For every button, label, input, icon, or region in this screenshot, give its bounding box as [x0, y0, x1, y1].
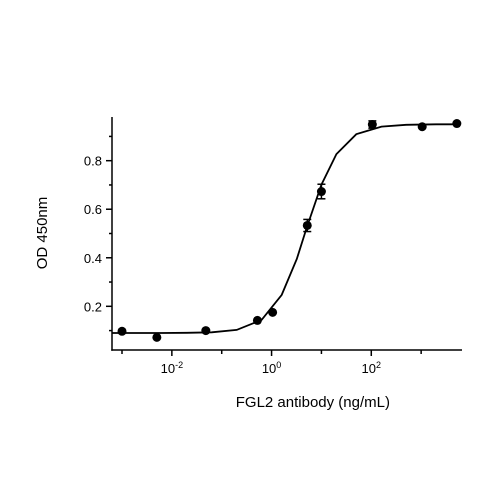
- x-axis-label: FGL2 antibody (ng/mL): [236, 394, 390, 411]
- x-tick-base: 10: [362, 361, 376, 376]
- data-point: [201, 326, 211, 336]
- x-tick-label: 102: [362, 360, 381, 376]
- y-tick-label: 0.8: [84, 154, 102, 169]
- y-tick-label: 0.4: [84, 251, 102, 266]
- fit-curve: [112, 123, 461, 334]
- data-point: [367, 120, 377, 130]
- x-tick-label: 100: [262, 360, 281, 376]
- y-axis-label: OD 450nm: [34, 197, 51, 270]
- y-tick-label: 0.2: [84, 299, 102, 314]
- x-tick-exponent: 2: [376, 360, 381, 370]
- data-point: [117, 326, 127, 336]
- data-point: [417, 122, 427, 132]
- x-tick-exponent: 0: [276, 360, 281, 370]
- x-tick-base: 10: [161, 361, 175, 376]
- y-tick-label: 0.6: [84, 202, 102, 217]
- x-tick-base: 10: [262, 361, 276, 376]
- x-tick-exponent: -2: [175, 360, 183, 370]
- x-tick-label: 10-2: [161, 360, 183, 376]
- data-point: [152, 332, 162, 342]
